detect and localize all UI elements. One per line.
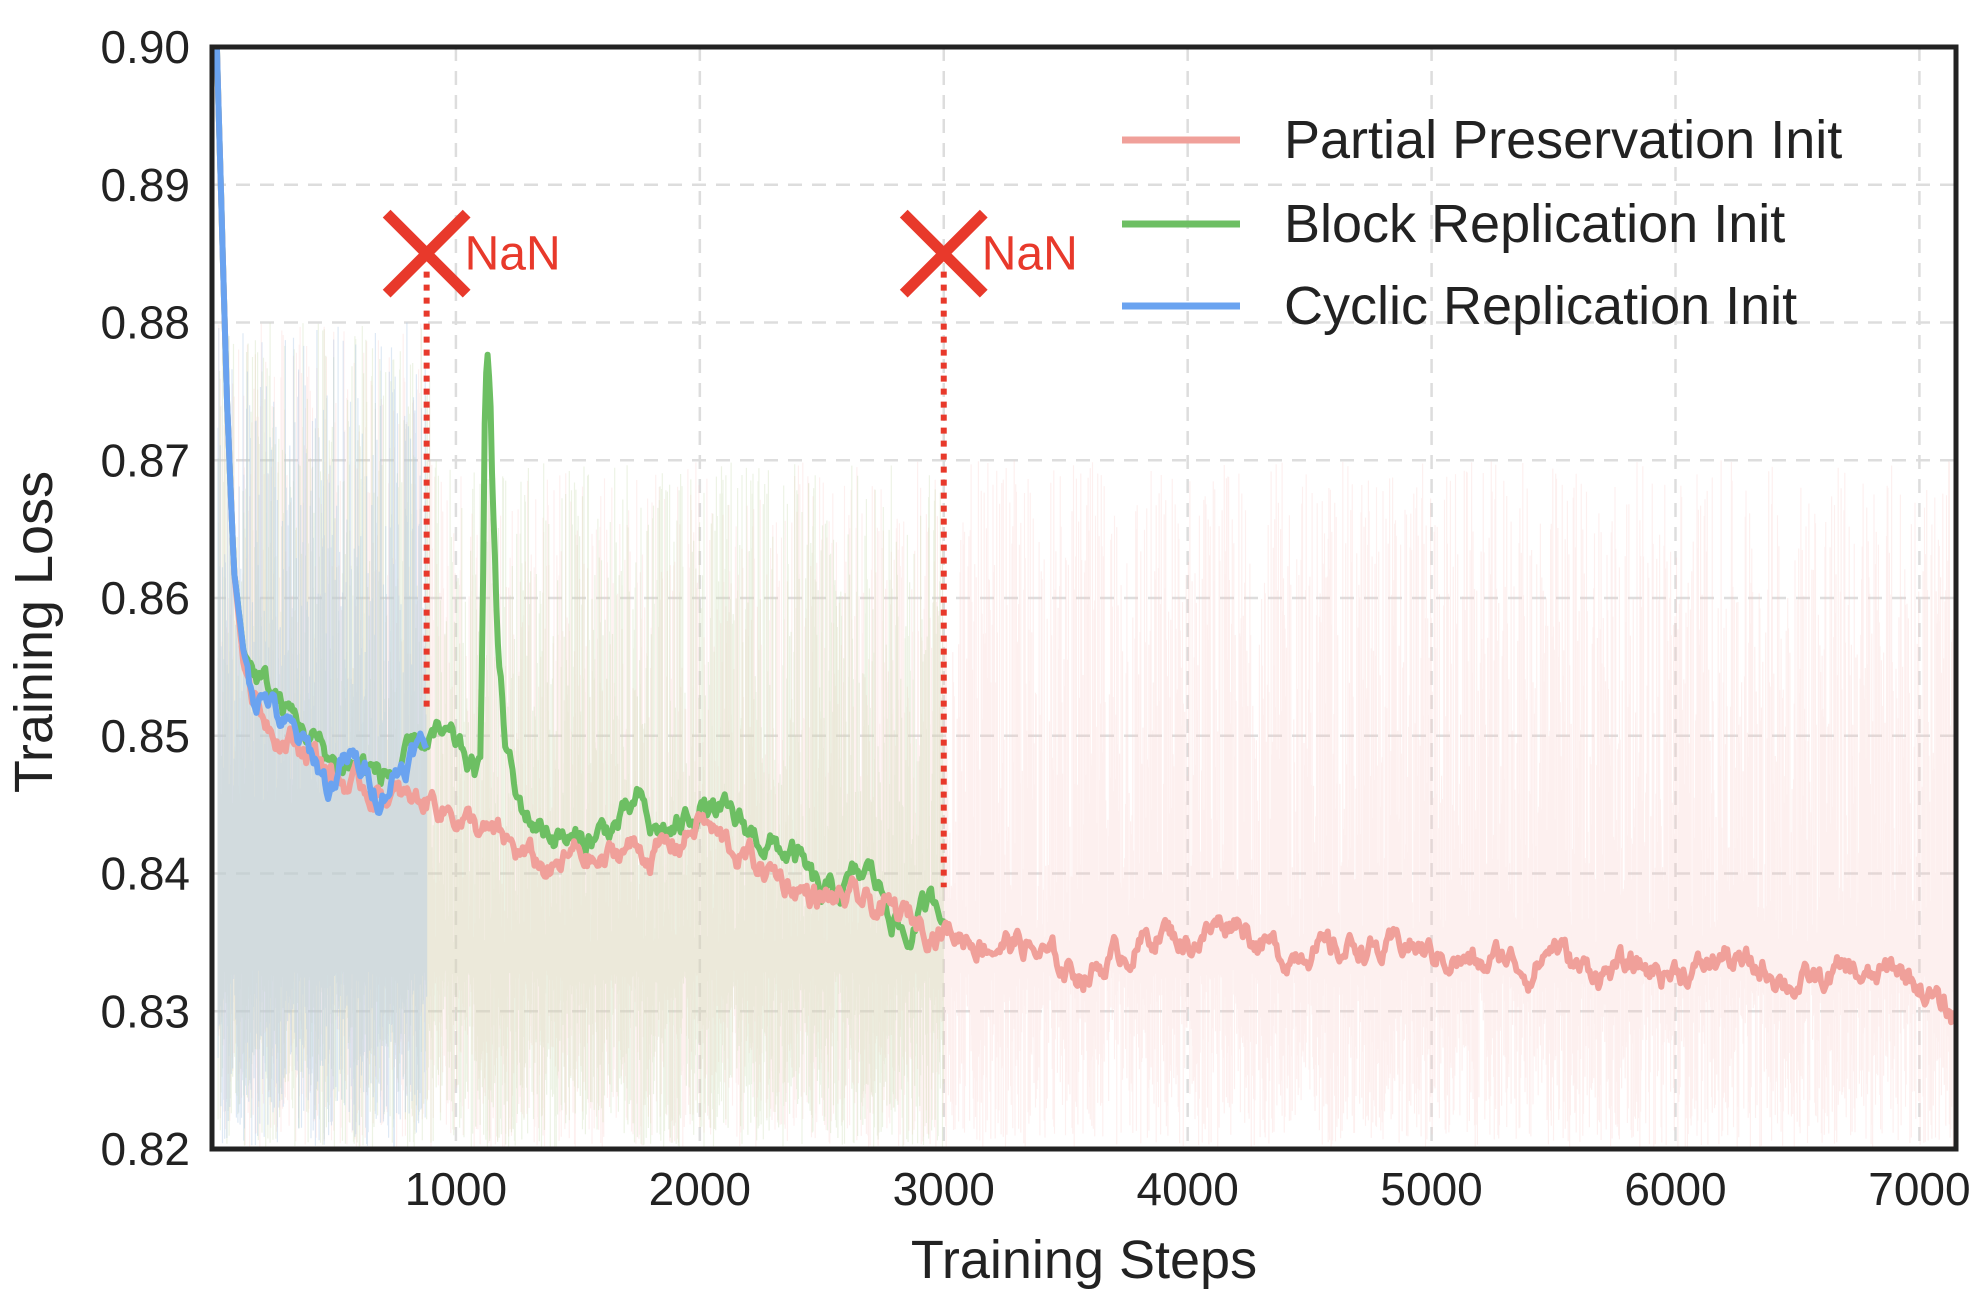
series-line-cyclic-replication — [213, 46, 429, 816]
legend-label-cyclic-replication: Cyclic Replication Init — [1284, 276, 1797, 336]
y-tick-label: 0.88 — [100, 297, 190, 349]
y-tick-label: 0.89 — [100, 159, 190, 211]
nan-label: NaN — [982, 228, 1078, 281]
nan-x-mark — [899, 209, 988, 298]
y-tick-label: 0.82 — [100, 1123, 190, 1175]
x-tick-label: 4000 — [1136, 1163, 1238, 1215]
x-tick-label: 6000 — [1624, 1163, 1726, 1215]
legend-label-partial-preservation: Partial Preservation Init — [1284, 110, 1842, 170]
legend-label-block-replication: Block Replication Init — [1284, 194, 1785, 254]
y-tick-label: 0.90 — [100, 21, 190, 73]
plot-frame — [209, 44, 1959, 1152]
x-tick-label: 3000 — [893, 1163, 995, 1215]
y-tick-label: 0.86 — [100, 572, 190, 624]
x-tick-label: 2000 — [649, 1163, 751, 1215]
series-line-partial-preservation — [213, 46, 1959, 1026]
legend: Partial Preservation Init Block Replicat… — [1122, 110, 1842, 336]
y-axis-label: Training Loss — [4, 471, 64, 793]
x-tick-label: 1000 — [405, 1163, 507, 1215]
y-tick-label: 0.87 — [100, 434, 190, 486]
y-tick-label: 0.85 — [100, 710, 190, 762]
nan-x-mark — [382, 209, 471, 298]
nan-label: NaN — [465, 228, 561, 281]
x-tick-label: 5000 — [1380, 1163, 1482, 1215]
y-tick-label: 0.83 — [100, 985, 190, 1037]
x-tick-label: 7000 — [1868, 1163, 1970, 1215]
y-tick-label: 0.84 — [100, 848, 190, 900]
x-axis-label: Training Steps — [911, 1230, 1257, 1290]
